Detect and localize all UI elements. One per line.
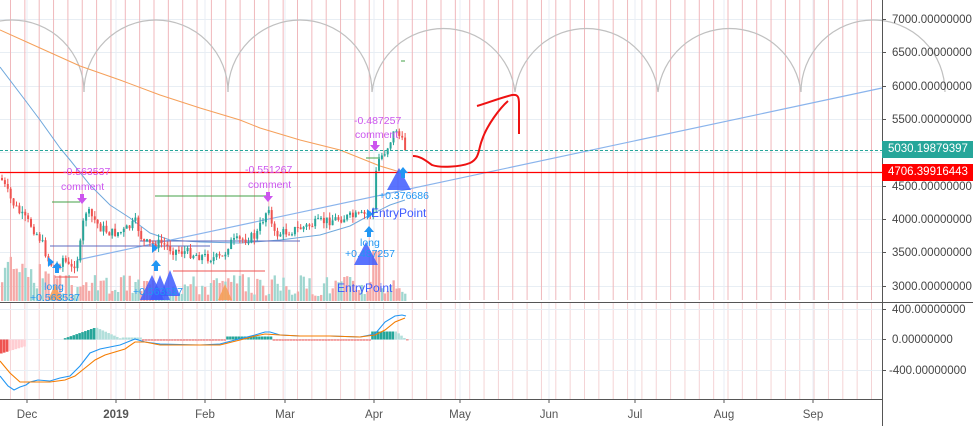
annotation-comment: comment: [248, 179, 291, 191]
comment-arrow-1: [77, 194, 87, 204]
long-arrow-4: [398, 167, 408, 178]
price-axis-label: 4000.00000000: [892, 214, 972, 226]
long-arrow-3: [364, 226, 374, 237]
annotation-comment: comment: [355, 129, 398, 141]
price-axis-label: 3000.00000000: [892, 281, 972, 293]
annotation-value: -0.551267: [245, 164, 292, 176]
time-axis-label: Sep: [803, 409, 823, 421]
ma-orange-line: [0, 29, 401, 173]
price-axis-label: 3500.00000000: [892, 247, 972, 259]
annotation-value: -0.563537: [63, 166, 110, 178]
annotation-value: +0.487257: [345, 248, 395, 260]
time-axis-label: Apr: [365, 409, 383, 421]
time-axis-label: 2019: [103, 409, 129, 421]
time-axis[interactable]: Dec 2019 Feb Mar Apr May Jun Jul Aug Sep: [17, 409, 823, 421]
price-axis-label: 6000.00000000: [892, 81, 972, 93]
macd-axis-label: 0.00000000: [892, 334, 953, 346]
price-axis[interactable]: 7000.00000000 6500.00000000 6000.0000000…: [892, 14, 972, 293]
time-axis-label: Dec: [17, 409, 38, 421]
long-arrow-2: [151, 260, 161, 271]
annotation-value: +0.376686: [379, 190, 429, 202]
macd-histogram: [0, 327, 409, 354]
entry-triangle-orange-2: [218, 284, 232, 300]
signal-markers: [48, 141, 411, 300]
time-axis-label: Jul: [628, 409, 643, 421]
flag-1: [48, 257, 54, 267]
signal-triangle-4[interactable]: [354, 242, 378, 265]
cycle-arcs: [0, 19, 946, 93]
time-axis-label: Mar: [275, 409, 295, 421]
price-axis-ticks: [882, 19, 886, 371]
annotation-comment: comment: [61, 181, 104, 193]
annotation-entry: EntryPoint: [337, 281, 393, 295]
current-price-tag: 5030.19879397: [882, 141, 973, 158]
macd-line: [0, 314, 407, 391]
macd-axis-label: -400.00000000: [889, 365, 966, 377]
level-price-tag: 4706.39916443: [882, 164, 973, 181]
drawn-forecast-curve[interactable]: [412, 100, 509, 168]
comment-arrow-2: [263, 192, 273, 202]
annotation-long: long: [360, 237, 380, 249]
price-axis-label: 5500.00000000: [892, 114, 972, 126]
annotation-value: +0.563537: [133, 286, 183, 298]
time-axis-label: Feb: [195, 409, 215, 421]
comment-arrow-3: [370, 141, 380, 151]
annotation-long: long: [44, 281, 64, 293]
price-axis-label: 7000.00000000: [892, 14, 972, 26]
long-arrow-1: [52, 262, 62, 273]
signal-line: [0, 317, 406, 383]
time-axis-label: May: [449, 409, 471, 421]
flag-2: [152, 243, 158, 253]
macd-axis-label: 400.00000000: [892, 304, 966, 316]
price-axis-label: 4500.00000000: [892, 181, 972, 193]
macd-axis[interactable]: 400.00000000 0.00000000 -400.00000000: [889, 304, 966, 377]
signal-triangle-5[interactable]: [387, 168, 411, 190]
trendline: [76, 87, 883, 261]
time-axis-label: Jun: [540, 409, 559, 421]
price-axis-label: 6500.00000000: [892, 47, 972, 59]
drawn-forecast-hook[interactable]: [476, 93, 520, 134]
ma-blue-line: [0, 66, 406, 244]
annotation-value: -0.487257: [354, 115, 401, 127]
flag-3: [367, 209, 373, 219]
time-axis-ticks: [26, 399, 814, 403]
signal-triangle-3[interactable]: [160, 270, 180, 296]
entry-triangle-orange-1: [48, 284, 62, 300]
annotation-entry: EntryPoint: [371, 206, 427, 220]
annotation-value: +0.563537: [30, 292, 80, 304]
time-axis-label: Aug: [714, 409, 734, 421]
